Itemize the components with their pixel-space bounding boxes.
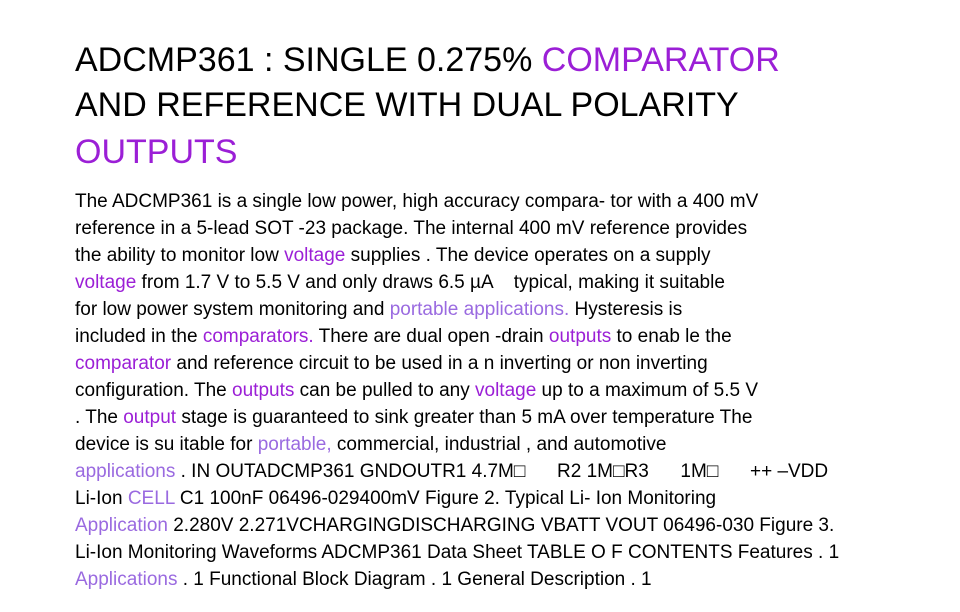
title-text: ADCMP361 : SINGLE 0.275% [75, 41, 542, 79]
body-line: comparator and reference circuit to be u… [75, 350, 955, 377]
title-highlight: COMPARATOR [541, 41, 780, 79]
highlighted-term: voltage [284, 245, 346, 266]
title-highlight: OUTPUTS [75, 133, 238, 171]
body-line: voltage from 1.7 V to 5.5 V and only dra… [75, 269, 955, 296]
body-text-segment: the ability to monitor low [75, 245, 285, 266]
body-text-segment: supplies . The device operates on a supp… [345, 245, 711, 266]
body-text-segment: for low power system monitoring and [75, 299, 390, 320]
body-text-segment: C1 100nF 06496-029400mV Figure 2. Typica… [174, 488, 717, 509]
highlighted-term: Application [75, 515, 168, 536]
body-line: reference in a 5-lead SOT -23 package. T… [75, 215, 955, 242]
body-text-segment: There are dual open -drain [313, 326, 549, 347]
body-line: for low power system monitoring and port… [75, 296, 955, 323]
body-text-segment: Hysteresis is [569, 299, 683, 320]
body-line: the ability to monitor low voltage suppl… [75, 242, 955, 269]
body-line: Application 2.280V 2.271VCHARGINGDISCHAR… [75, 512, 955, 539]
body-text-segment: device is su itable for [75, 434, 258, 455]
body-line: Li-Ion CELL C1 100nF 06496-029400mV Figu… [75, 485, 955, 512]
body-text-segment: Li-Ion [75, 488, 128, 509]
body-text-segment: included in the [75, 326, 203, 347]
title-line: ADCMP361 : SINGLE 0.275% COMPARATOR [75, 38, 945, 83]
highlighted-term: portable, [257, 434, 332, 455]
body-line: . The output stage is guaranteed to sink… [75, 404, 955, 431]
highlighted-term: outputs [548, 326, 612, 347]
body-text-segment: from 1.7 V to 5.5 V and only draws 6.5 µ… [136, 272, 725, 293]
body-text-segment: commercial, industrial , and automotive [331, 434, 667, 455]
body-line: Li-Ion Monitoring Waveforms ADCMP361 Dat… [75, 539, 955, 566]
body-line: The ADCMP361 is a single low power, high… [75, 188, 955, 215]
body-text-segment: . IN OUTADCMP361 GNDOUTR1 4.7M□ R2 1M□R3… [175, 461, 829, 482]
highlighted-term: comparators. [202, 326, 314, 347]
title-text: AND REFERENCE WITH DUAL POLARITY [75, 86, 739, 124]
body-line: device is su itable for portable, commer… [75, 431, 955, 458]
highlighted-term: CELL [127, 488, 175, 509]
body-text-segment: and reference circuit to be used in a n … [171, 353, 708, 374]
body-text-segment: 2.280V 2.271VCHARGINGDISCHARGING VBATT V… [167, 515, 835, 536]
highlighted-term: applications [75, 461, 176, 482]
body-text-segment: . 1 Functional Block Diagram . 1 General… [177, 569, 652, 590]
highlighted-term: portable applications. [389, 299, 570, 320]
body-text-segment: to enab le the [611, 326, 732, 347]
highlighted-term: voltage [475, 380, 537, 401]
body-text-segment: Li-Ion Monitoring Waveforms ADCMP361 Dat… [75, 542, 840, 563]
title-line: OUTPUTS [75, 130, 945, 175]
highlighted-term: Applications [75, 569, 178, 590]
body-line: included in the comparators. There are d… [75, 323, 955, 350]
body-line: configuration. The outputs can be pulled… [75, 377, 955, 404]
body-text-segment: up to a maximum of 5.5 V [536, 380, 759, 401]
body-text-segment: reference in a 5-lead SOT -23 package. T… [75, 218, 748, 239]
body-text-segment: configuration. The [75, 380, 233, 401]
highlighted-term: voltage [75, 272, 137, 293]
highlighted-term: output [123, 407, 177, 428]
body-text-segment: can be pulled to any [294, 380, 475, 401]
body-line: Applications . 1 Functional Block Diagra… [75, 566, 955, 593]
document-title: ADCMP361 : SINGLE 0.275% COMPARATOR AND … [75, 38, 945, 175]
highlighted-term: comparator [75, 353, 172, 374]
body-line: applications . IN OUTADCMP361 GNDOUTR1 4… [75, 458, 955, 485]
body-text-segment: stage is guaranteed to sink greater than… [176, 407, 753, 428]
body-text-segment: The ADCMP361 is a single low power, high… [75, 191, 759, 212]
highlighted-term: outputs [232, 380, 295, 401]
body-text-segment: . The [75, 407, 124, 428]
title-line: AND REFERENCE WITH DUAL POLARITY [75, 83, 945, 128]
body-text: The ADCMP361 is a single low power, high… [75, 188, 955, 593]
